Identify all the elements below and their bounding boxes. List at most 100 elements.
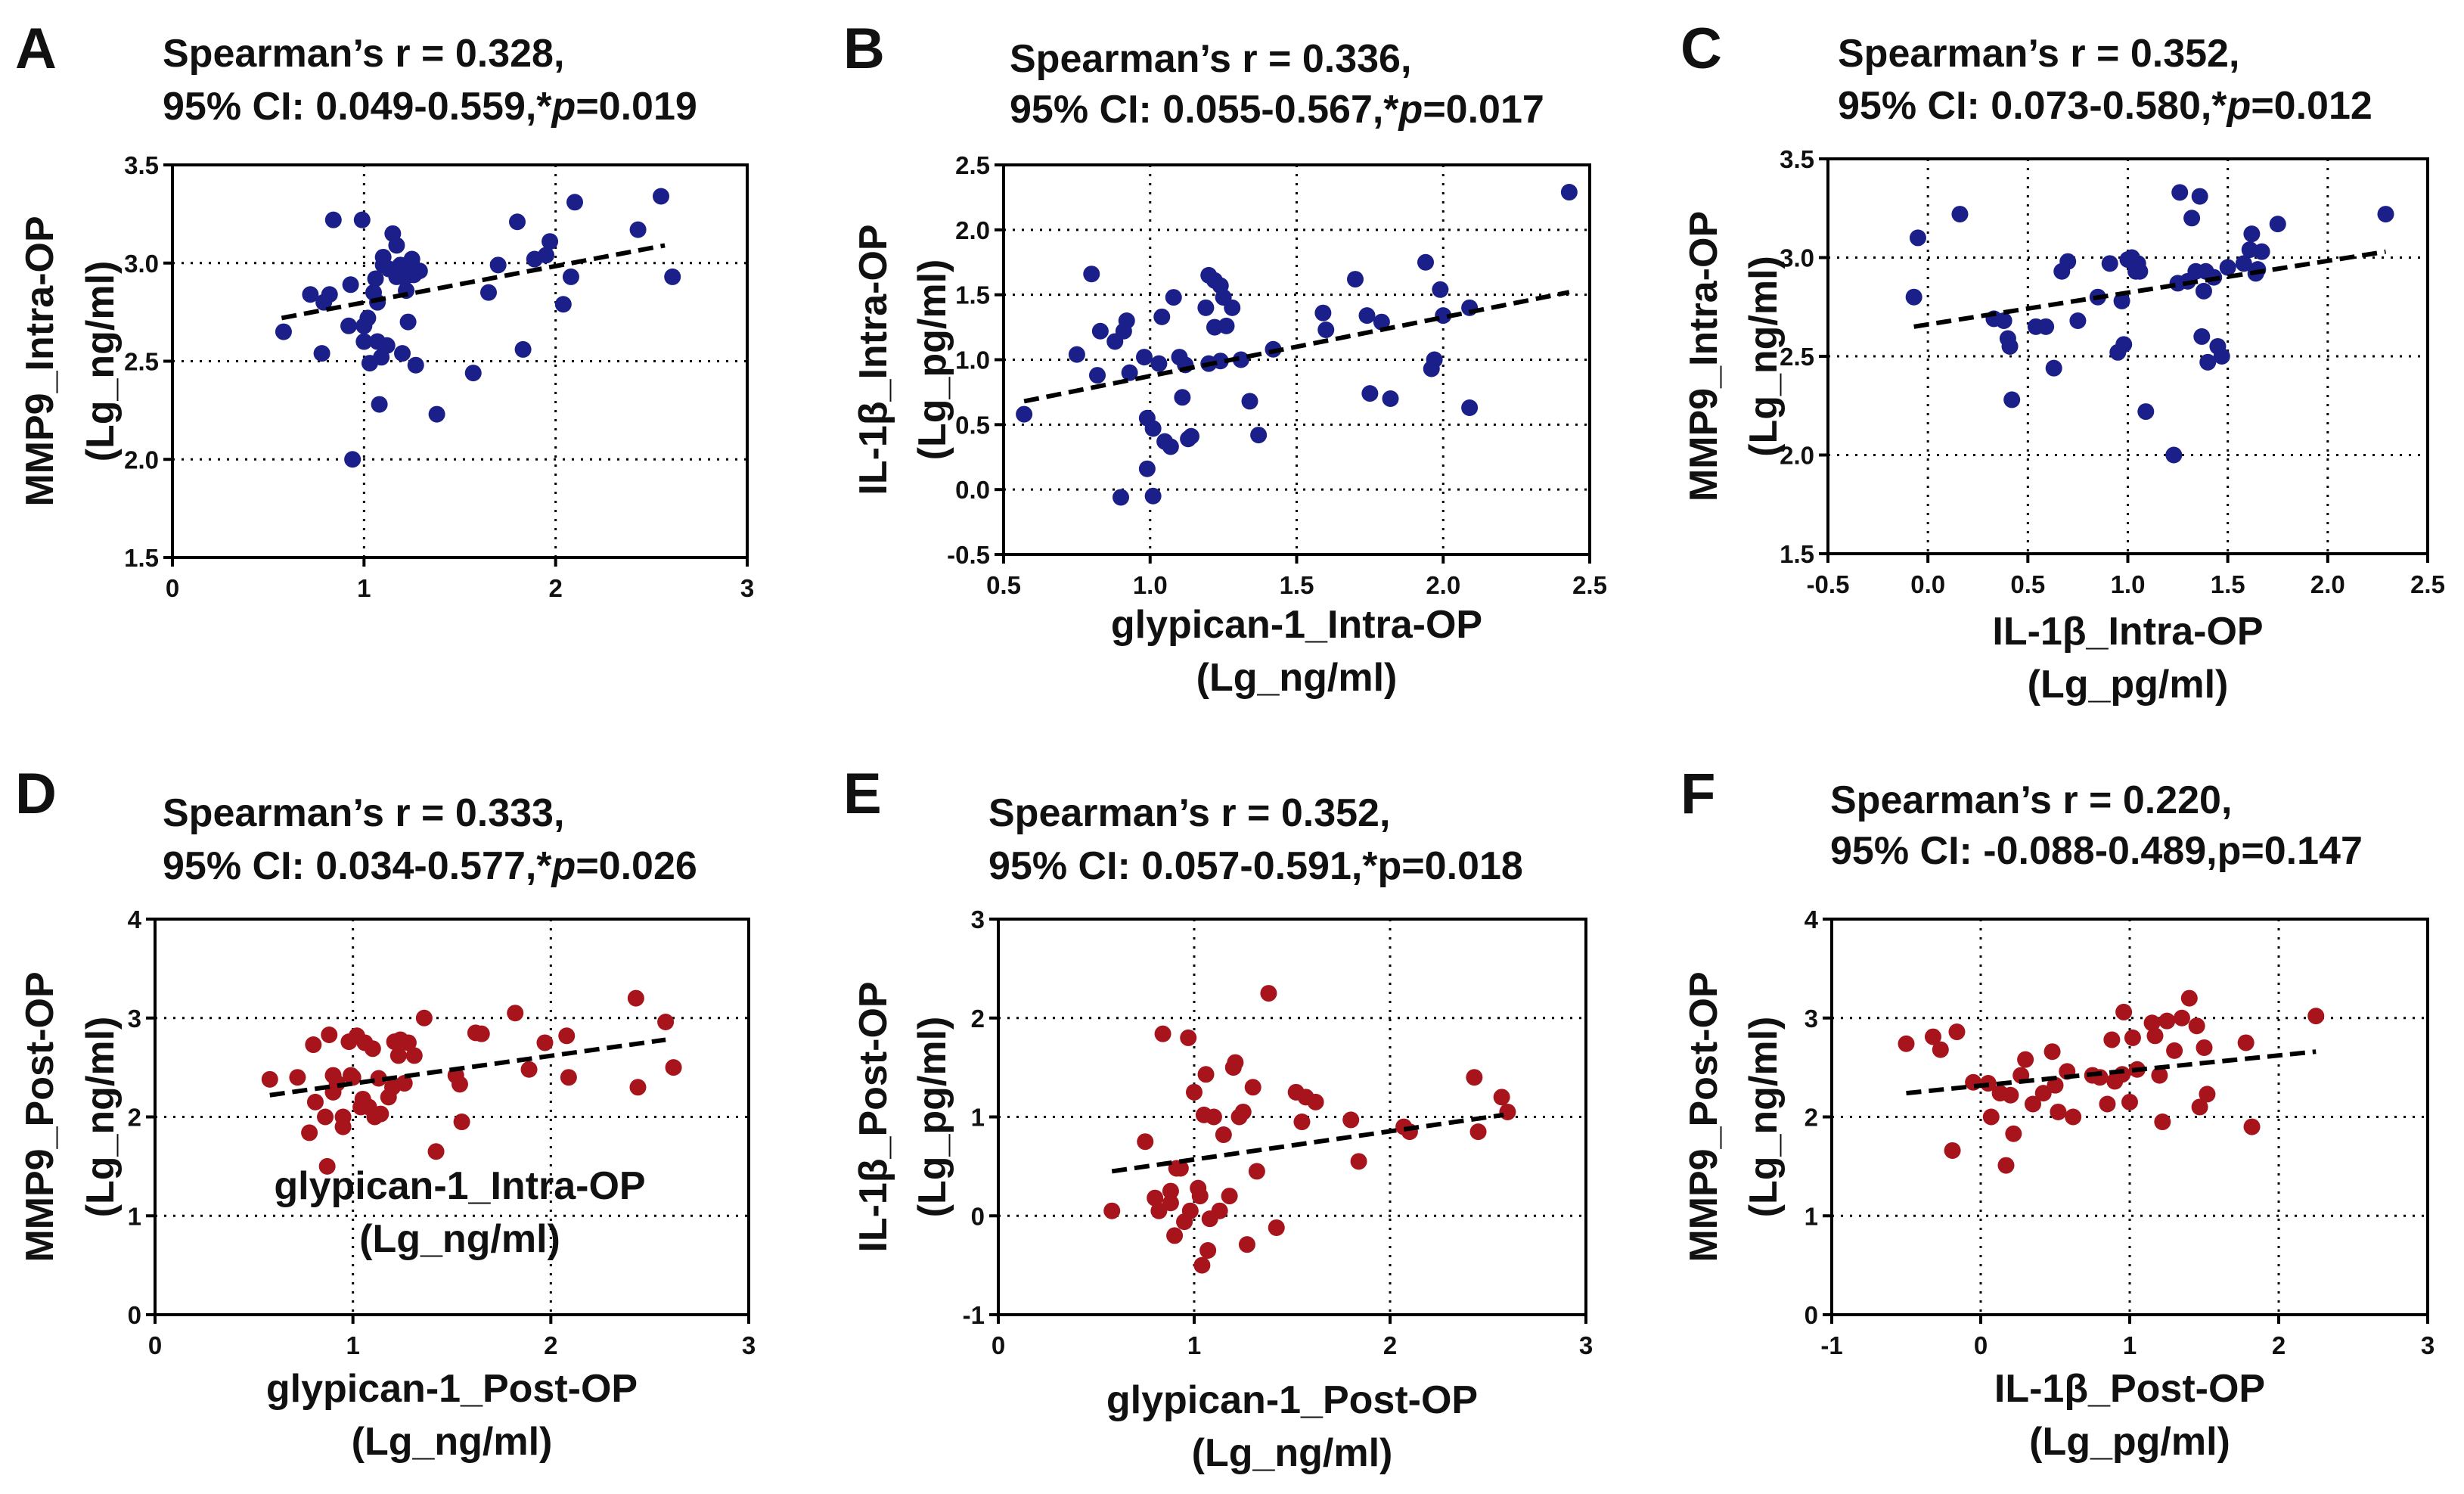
data-point-c	[2213, 348, 2230, 365]
data-point-f	[2199, 1086, 2216, 1103]
y-tick-label-a: 2.5	[124, 348, 159, 376]
x-tick-label-e: 1	[1187, 1331, 1201, 1359]
panel-c: C Spearman’s r = 0.352, 95% CI: 0.073-0.58…	[1680, 17, 2445, 707]
y-tick-label-d: 0	[128, 1301, 141, 1329]
data-point-d	[536, 1034, 554, 1051]
data-point-c	[2101, 255, 2118, 272]
data-point-f	[1982, 1108, 2000, 1126]
x-tick-label-c: 2.0	[2310, 570, 2345, 598]
x-tick-label-f: -1	[1820, 1331, 1842, 1359]
data-point-f	[2188, 1017, 2205, 1035]
data-point-e	[1186, 1083, 1203, 1101]
data-point-a	[388, 237, 405, 254]
data-point-e	[1493, 1089, 1510, 1106]
data-point-b	[1162, 438, 1179, 455]
data-point-a	[394, 345, 411, 362]
data-point-c	[1909, 229, 1926, 247]
y-axis-title-b: IL-1β_Intra-OP	[852, 224, 895, 495]
y-axis-unit-c: (Lg_ng/ml)	[1742, 256, 1786, 457]
data-point-b	[1382, 390, 1399, 407]
data-point-d	[520, 1061, 538, 1078]
data-point-a	[664, 268, 681, 285]
data-point-d	[318, 1157, 336, 1175]
y-tick-label-f: 0	[1805, 1301, 1818, 1329]
data-point-a	[411, 262, 428, 280]
data-point-f	[2065, 1108, 2082, 1126]
data-point-c	[2115, 336, 2133, 353]
y-tick-label-c: 3.0	[1780, 244, 1814, 272]
data-point-d	[427, 1143, 445, 1160]
y-tick-label-c: 1.5	[1780, 540, 1814, 568]
data-point-d	[453, 1114, 470, 1131]
x-tick-label-e: 2	[1383, 1331, 1397, 1359]
data-point-f	[2103, 1031, 2121, 1048]
confidence-interval-d: 95% CI: 0.034-0.577,*p=0.026	[163, 844, 697, 888]
data-point-e	[1137, 1133, 1154, 1151]
data-point-b	[1232, 351, 1249, 368]
data-point-b	[1212, 353, 1229, 370]
y-axis-title-c: MMP9_Intra-OP	[1682, 211, 1726, 502]
data-point-e	[1162, 1182, 1179, 1200]
y-tick-label-b: 0.5	[955, 411, 990, 439]
y-tick-label-d: 3	[128, 1005, 141, 1033]
data-point-e	[1103, 1202, 1121, 1219]
data-point-b	[1113, 489, 1129, 506]
data-point-e	[1260, 985, 1277, 1002]
data-point-c	[2253, 243, 2270, 260]
y-axis-unit-d: (Lg_ng/ml)	[79, 1017, 123, 1218]
x-tick-label-f: 3	[2421, 1331, 2435, 1359]
data-point-b	[1091, 322, 1109, 340]
data-point-e	[1147, 1189, 1164, 1207]
spearman-r-a: Spearman’s r = 0.328,	[163, 32, 564, 76]
data-point-a	[353, 211, 371, 228]
data-point-c	[2137, 403, 2155, 421]
data-point-e	[1205, 1108, 1222, 1126]
data-point-b	[1083, 266, 1100, 283]
x-axis-unit-a: (Lg_ng/ml)	[359, 1217, 560, 1261]
y-axis-title-f: MMP9_Post-OP	[1682, 971, 1726, 1262]
data-point-e	[1221, 1188, 1238, 1205]
data-point-c	[2003, 391, 2021, 408]
y-tick-label-e: -1	[963, 1301, 985, 1329]
data-point-e	[1191, 1188, 1209, 1205]
data-point-e	[1248, 1163, 1265, 1180]
y-tick-label-f: 2	[1805, 1104, 1818, 1132]
data-point-a	[509, 213, 526, 231]
x-tick-label-c: 0.5	[2010, 570, 2045, 598]
data-point-c	[2131, 262, 2149, 280]
data-point-a	[629, 221, 647, 238]
data-point-d	[405, 1047, 423, 1064]
confidence-interval-e: 95% CI: 0.057-0.591,*p=0.018	[988, 844, 1523, 888]
trend-line-c	[1913, 249, 2386, 329]
data-point-a	[653, 188, 669, 205]
trend-line-b	[1023, 290, 1570, 404]
data-point-f	[2191, 1098, 2208, 1116]
data-point-b	[1138, 460, 1156, 477]
x-tick-label-e: 3	[1579, 1331, 1593, 1359]
data-point-c	[2191, 188, 2208, 205]
x-tick-label-a: 3	[740, 574, 754, 602]
data-point-e	[1234, 1103, 1252, 1120]
spearman-r-d: Spearman’s r = 0.333,	[163, 791, 564, 835]
data-point-f	[2044, 1043, 2061, 1061]
x-axis-unit-c: (Lg_pg/ml)	[2028, 663, 2229, 707]
y-tick-label-f: 1	[1805, 1202, 1818, 1230]
data-point-f	[2017, 1051, 2034, 1068]
data-point-f	[2005, 1125, 2022, 1142]
data-point-d	[305, 1036, 322, 1054]
data-point-a	[403, 250, 420, 268]
spearman-r-b: Spearman’s r = 0.336,	[1010, 37, 1411, 81]
data-point-a	[324, 211, 342, 228]
data-point-a	[428, 405, 445, 423]
y-tick-label-b: 2.0	[955, 216, 990, 244]
data-point-d	[399, 1034, 417, 1051]
x-tick-label-d: 1	[346, 1331, 359, 1359]
spearman-r-f: Spearman’s r = 0.220,	[1830, 778, 2232, 822]
data-point-a	[542, 233, 559, 250]
data-point-b	[1250, 427, 1268, 444]
x-axis-unit-f: (Lg_pg/ml)	[2029, 1420, 2230, 1464]
data-point-d	[507, 1005, 524, 1022]
data-point-a	[489, 256, 507, 274]
data-point-d	[396, 1075, 413, 1092]
data-point-c	[2001, 337, 2019, 355]
